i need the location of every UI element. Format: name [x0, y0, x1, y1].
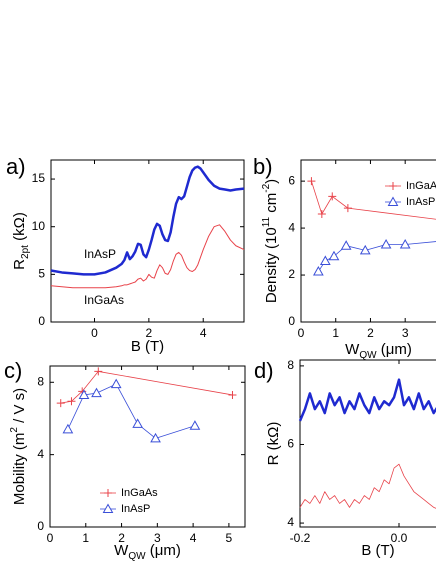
triangle-marker: [380, 239, 392, 249]
plus-marker: [104, 489, 112, 497]
x-axis-label: B (T): [361, 542, 394, 559]
x-tick-label: 5: [226, 531, 233, 545]
y-tick-label: 6: [287, 437, 294, 451]
x-tick-label: 2: [118, 531, 125, 545]
triangle-marker: [399, 239, 411, 249]
y-tick-label: 0: [38, 314, 45, 328]
plus-marker: [307, 177, 316, 186]
x-tick-label: 0.0: [391, 531, 408, 545]
x-tick-label: 4: [200, 326, 207, 340]
y-axis-label-part: 2: [9, 427, 20, 433]
y-tick-label: 4: [37, 447, 44, 461]
plus-marker: [94, 367, 103, 376]
plus-marker: [56, 399, 65, 408]
y-tick-label: 6: [288, 173, 295, 187]
triangle-marker: [340, 240, 352, 250]
legend-label: InAsP: [121, 503, 150, 515]
x-tick-label: 2: [146, 326, 153, 340]
triangle-marker: [319, 255, 331, 265]
triangle-marker: [359, 244, 371, 255]
y-axis-label-part: -2: [261, 183, 272, 192]
y-axis-label-part: / V s): [11, 388, 28, 427]
plus-marker: [228, 390, 237, 399]
y-tick-label: 4: [287, 515, 294, 529]
triangle-marker: [189, 420, 201, 430]
series-line: [67, 383, 196, 439]
plus-marker: [389, 182, 397, 190]
y-axis-label-part: Mobility (m: [11, 433, 28, 506]
x-tick-label: 1: [82, 531, 89, 545]
triangle-marker: [328, 250, 340, 261]
series-line: [50, 165, 245, 276]
y-tick-label: 8: [287, 358, 294, 372]
y-tick-label: 15: [32, 171, 46, 185]
triangle-marker: [110, 378, 122, 389]
y-axis-label: Density (1011 cm-2): [261, 179, 280, 303]
x-tick-label: -0.2: [290, 531, 311, 545]
annotation: InAsP: [84, 247, 116, 261]
x-tick-label: 0: [298, 326, 305, 340]
x-tick-label: 2: [367, 326, 374, 340]
plus-marker: [67, 397, 76, 406]
y-axis-label-part: 2pt: [20, 245, 31, 259]
y-axis-label-part: Density (10: [263, 227, 280, 303]
y-axis-label: R (kΩ): [265, 422, 282, 466]
y-axis-label-part: ): [263, 179, 280, 184]
y-tick-label: 10: [32, 219, 46, 233]
triangle-marker: [78, 389, 90, 399]
triangle-marker: [91, 387, 102, 398]
y-axis-label: Mobility (m2 / V s): [9, 388, 28, 505]
plus-marker: [343, 204, 352, 213]
x-tick-label: 1: [332, 326, 339, 340]
x-axis-label: WQW (μm): [345, 341, 412, 361]
x-axis-label-part: W: [114, 542, 129, 559]
y-tick-label: 0: [288, 314, 295, 328]
x-axis-label-part: W: [345, 341, 360, 358]
y-axis-label: R2pt (kΩ): [11, 212, 31, 270]
panel-label: a): [6, 154, 26, 179]
triangle-marker: [132, 418, 144, 428]
x-tick-label: 0: [91, 326, 98, 340]
x-tick-label: 3: [154, 531, 161, 545]
plot-frame: [49, 365, 246, 528]
triangle-marker: [313, 266, 324, 276]
panel-label: d): [254, 358, 274, 383]
panel-label: b): [253, 154, 273, 179]
series-line: [50, 224, 245, 289]
x-axis-label-part: (μm): [377, 341, 412, 358]
triangle-marker: [150, 432, 161, 443]
y-axis-label-part: cm: [263, 193, 280, 217]
y-tick-label: 4: [288, 220, 295, 234]
y-axis-label-part: (kΩ): [11, 212, 28, 245]
plus-marker: [317, 210, 326, 218]
triangle-marker: [387, 196, 399, 206]
triangle-marker: [102, 503, 114, 513]
x-axis-label: WQW (μm): [114, 542, 181, 562]
series-line: [299, 463, 436, 509]
x-tick-label: 3: [402, 326, 409, 340]
annotation: InGaAs: [84, 293, 124, 307]
x-axis-label-part: QW: [128, 551, 146, 562]
x-axis-label: B (T): [131, 338, 164, 355]
y-tick-label: 0: [37, 519, 44, 533]
plus-marker: [328, 192, 337, 201]
y-tick-label: 5: [38, 267, 45, 281]
x-tick-label: 4: [190, 531, 197, 545]
plot-frame: [50, 159, 245, 323]
legend-label: InAsP: [406, 196, 435, 208]
legend-label: InGaAs: [121, 487, 158, 499]
legend-label: InGaAs: [406, 180, 436, 192]
triangle-marker: [62, 423, 74, 434]
y-tick-label: 2: [288, 267, 295, 281]
x-axis-label-part: (μm): [146, 542, 181, 559]
series-line: [298, 378, 436, 422]
y-axis-label-part: 11: [261, 216, 272, 227]
x-tick-label: 0: [47, 531, 54, 545]
y-axis-label-part: R: [11, 259, 28, 270]
x-axis-label-part: QW: [359, 350, 377, 361]
plot-frame: [300, 159, 436, 323]
y-tick-label: 8: [37, 374, 44, 388]
panel-label: c): [4, 358, 22, 383]
